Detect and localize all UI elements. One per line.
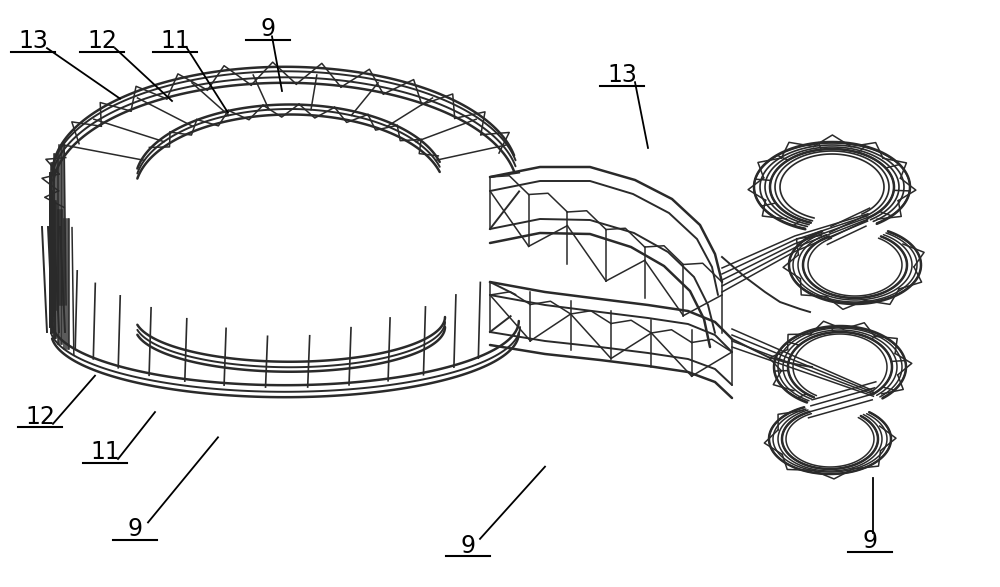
Text: 11: 11 (160, 29, 190, 53)
Text: 9: 9 (128, 518, 143, 541)
Text: 9: 9 (460, 534, 476, 558)
Text: 11: 11 (90, 440, 120, 464)
Text: 13: 13 (607, 63, 637, 87)
Text: 12: 12 (25, 405, 55, 429)
Text: 13: 13 (18, 29, 48, 53)
Text: 9: 9 (260, 18, 276, 41)
Text: 9: 9 (862, 529, 878, 553)
Text: 12: 12 (87, 29, 117, 53)
